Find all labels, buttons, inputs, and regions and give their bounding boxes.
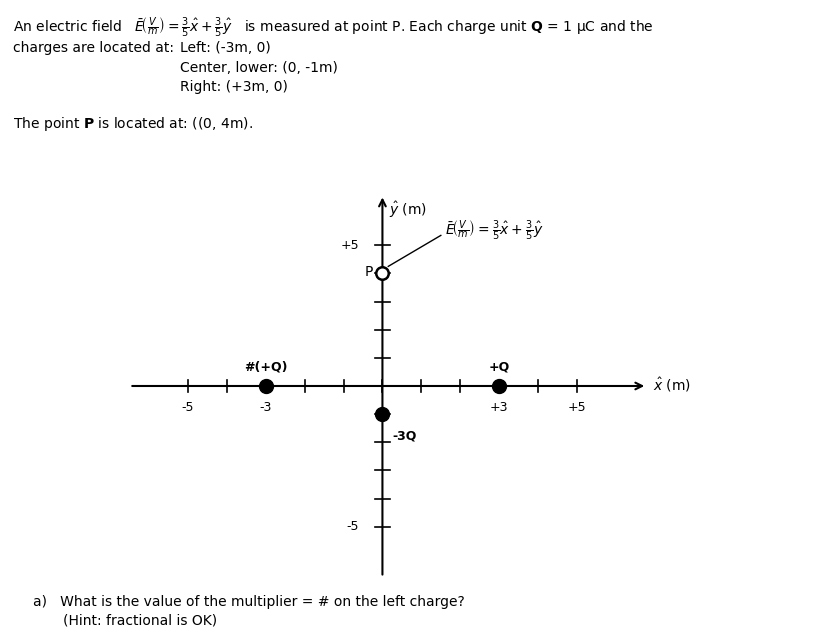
Text: #(+Q): #(+Q)	[244, 360, 287, 373]
Text: An electric field   $\bar{E}\!\left(\frac{V}{m}\right) = \frac{3}{5}\hat{x} + \f: An electric field $\bar{E}\!\left(\frac{…	[13, 16, 653, 40]
Text: -5: -5	[347, 520, 359, 533]
Text: $\hat{x}$ (m): $\hat{x}$ (m)	[653, 376, 691, 394]
Text: -3: -3	[260, 401, 272, 415]
Text: charges are located at:: charges are located at:	[13, 41, 174, 56]
Text: a)   What is the value of the multiplier = # on the left charge?: a) What is the value of the multiplier =…	[33, 595, 465, 609]
Text: (Hint: fractional is OK): (Hint: fractional is OK)	[63, 614, 217, 628]
Text: P: P	[364, 265, 372, 279]
Text: Center, lower: (0, -1m): Center, lower: (0, -1m)	[180, 61, 337, 75]
Text: +3: +3	[490, 401, 509, 415]
Text: -3Q: -3Q	[392, 429, 417, 443]
Text: +Q: +Q	[488, 360, 510, 373]
Text: Left: (-3m, 0): Left: (-3m, 0)	[180, 41, 271, 56]
Text: +5: +5	[568, 401, 586, 415]
Text: -5: -5	[181, 401, 194, 415]
Text: The point $\mathbf{P}$ is located at: ((0, 4m).: The point $\mathbf{P}$ is located at: ((…	[13, 115, 252, 133]
Text: Right: (+3m, 0): Right: (+3m, 0)	[180, 80, 287, 94]
Text: $\bar{E}\!\left(\frac{V}{m}\right) = \frac{3}{5}\hat{x} + \frac{3}{5}\hat{y}$: $\bar{E}\!\left(\frac{V}{m}\right) = \fr…	[445, 219, 544, 243]
Text: $\hat{y}$ (m): $\hat{y}$ (m)	[389, 200, 428, 221]
Text: +5: +5	[341, 239, 359, 252]
